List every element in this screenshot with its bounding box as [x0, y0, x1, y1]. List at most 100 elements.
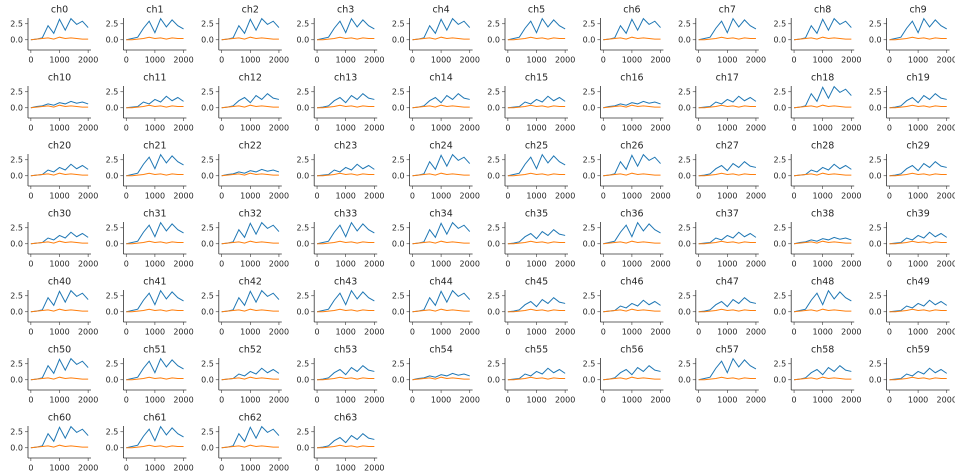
x-tick-label: 1000 [145, 260, 165, 269]
x-tick-label: 1000 [49, 396, 69, 405]
series-line [316, 289, 375, 313]
x-tick-label: 1000 [431, 260, 451, 269]
x-tick-label: 0 [887, 192, 892, 201]
y-tick-label: 0.0 [773, 35, 786, 44]
x-tick-label: 1000 [526, 56, 546, 65]
y-tick-label: 0.0 [296, 375, 309, 384]
series-line [221, 289, 280, 313]
subplot: 0.0 2.5 0 1000 2000 ch6 [583, 5, 671, 65]
series-line [30, 308, 89, 313]
x-tick-label: 2000 [173, 260, 193, 269]
x-tick-label: 0 [124, 124, 129, 133]
series-line [412, 376, 470, 381]
y-tick-label: 0.0 [678, 375, 691, 384]
y-tick-label: 0.0 [392, 171, 405, 180]
series-line [794, 240, 852, 245]
x-tick-label: 2000 [650, 124, 670, 133]
x-tick-label: 1000 [717, 56, 737, 65]
x-tick-label: 2000 [555, 192, 575, 201]
y-tick-label: 0.0 [583, 35, 596, 44]
chart-title: ch56 [620, 345, 643, 356]
series-line [698, 161, 757, 177]
subplot: 0.0 2.5 0 1000 2000 ch38 [773, 209, 861, 269]
series-line [126, 221, 184, 245]
x-tick-label: 0 [410, 328, 415, 337]
series-line [698, 308, 756, 313]
x-tick-label: 0 [887, 328, 892, 337]
y-tick-label: 0.0 [487, 375, 500, 384]
y-tick-label: 2.5 [10, 359, 23, 368]
subplot: 0.0 2.5 0 1000 2000 ch59 [869, 345, 955, 405]
x-tick-label: 0 [505, 56, 510, 65]
y-tick-label: 0.0 [773, 239, 786, 248]
series-line [126, 95, 184, 109]
x-tick-label: 1000 [49, 328, 69, 337]
x-tick-label: 1000 [49, 260, 69, 269]
x-tick-label: 1000 [49, 56, 69, 65]
y-tick-label: 2.5 [201, 359, 214, 368]
series-line [317, 444, 375, 449]
y-tick-label: 2.5 [201, 87, 214, 96]
series-line [316, 221, 375, 245]
x-tick-label: 0 [792, 260, 797, 269]
subplot: 0.0 2.5 0 1000 2000 ch42 [201, 277, 289, 337]
x-tick-label: 0 [410, 396, 415, 405]
y-tick-label: 0.0 [583, 375, 596, 384]
chart-title: ch14 [429, 73, 452, 84]
y-tick-label: 0.0 [392, 307, 405, 316]
chart-title: ch29 [906, 141, 929, 152]
x-tick-label: 1000 [336, 192, 356, 201]
x-tick-label: 2000 [364, 56, 384, 65]
y-tick-label: 2.5 [296, 359, 309, 368]
series-line [698, 17, 757, 41]
y-tick-label: 0.0 [201, 307, 214, 316]
subplot: 0.0 2.5 0 1000 2000 ch33 [296, 209, 384, 269]
series-line [317, 376, 375, 381]
y-tick-label: 2.5 [487, 291, 500, 300]
series-line [30, 289, 89, 313]
y-tick-label: 2.5 [392, 359, 405, 368]
series-line [507, 240, 566, 245]
subplot: 0.0 2.5 0 1000 2000 ch7 [678, 5, 766, 65]
series-line [221, 367, 280, 381]
y-tick-label: 0.0 [10, 375, 23, 384]
series-line [317, 365, 375, 381]
chart-title: ch60 [48, 413, 71, 424]
chart-title: ch16 [620, 73, 643, 84]
x-tick-label: 0 [28, 464, 33, 472]
chart-title: ch12 [239, 73, 262, 84]
subplot: 0.0 2.5 0 1000 2000 ch60 [10, 413, 98, 472]
chart-title: ch32 [239, 209, 262, 220]
y-tick-label: 0.0 [10, 103, 23, 112]
chart-title: ch45 [525, 277, 548, 288]
series-line [126, 308, 184, 313]
x-tick-label: 2000 [269, 464, 289, 472]
x-tick-label: 2000 [555, 328, 575, 337]
series-line [317, 308, 375, 313]
series-line [221, 376, 279, 381]
series-line [317, 240, 375, 245]
chart-title: ch15 [525, 73, 548, 84]
subplot: 0.0 2.5 0 1000 2000 ch55 [487, 345, 575, 405]
series-line [889, 161, 947, 177]
y-tick-label: 0.0 [296, 307, 309, 316]
series-line [30, 36, 89, 41]
x-tick-label: 2000 [78, 260, 98, 269]
x-tick-label: 1000 [336, 464, 356, 472]
x-tick-label: 0 [696, 56, 701, 65]
y-tick-label: 0.0 [10, 443, 23, 452]
y-tick-label: 2.5 [583, 87, 596, 96]
x-tick-label: 2000 [841, 260, 861, 269]
y-tick-label: 2.5 [678, 291, 691, 300]
subplot: 0.0 2.5 0 1000 2000 ch12 [201, 73, 289, 133]
y-tick-label: 0.0 [392, 35, 405, 44]
x-tick-label: 2000 [746, 328, 766, 337]
y-tick-label: 0.0 [678, 171, 691, 180]
subplot: 0.0 2.5 0 1000 2000 ch54 [392, 345, 480, 405]
x-tick-label: 0 [792, 396, 797, 405]
x-tick-label: 0 [124, 260, 129, 269]
y-tick-label: 0.0 [392, 239, 405, 248]
series-line [603, 299, 661, 313]
x-tick-label: 2000 [937, 192, 955, 201]
subplot: 0.0 2.5 0 1000 2000 ch30 [10, 209, 98, 269]
